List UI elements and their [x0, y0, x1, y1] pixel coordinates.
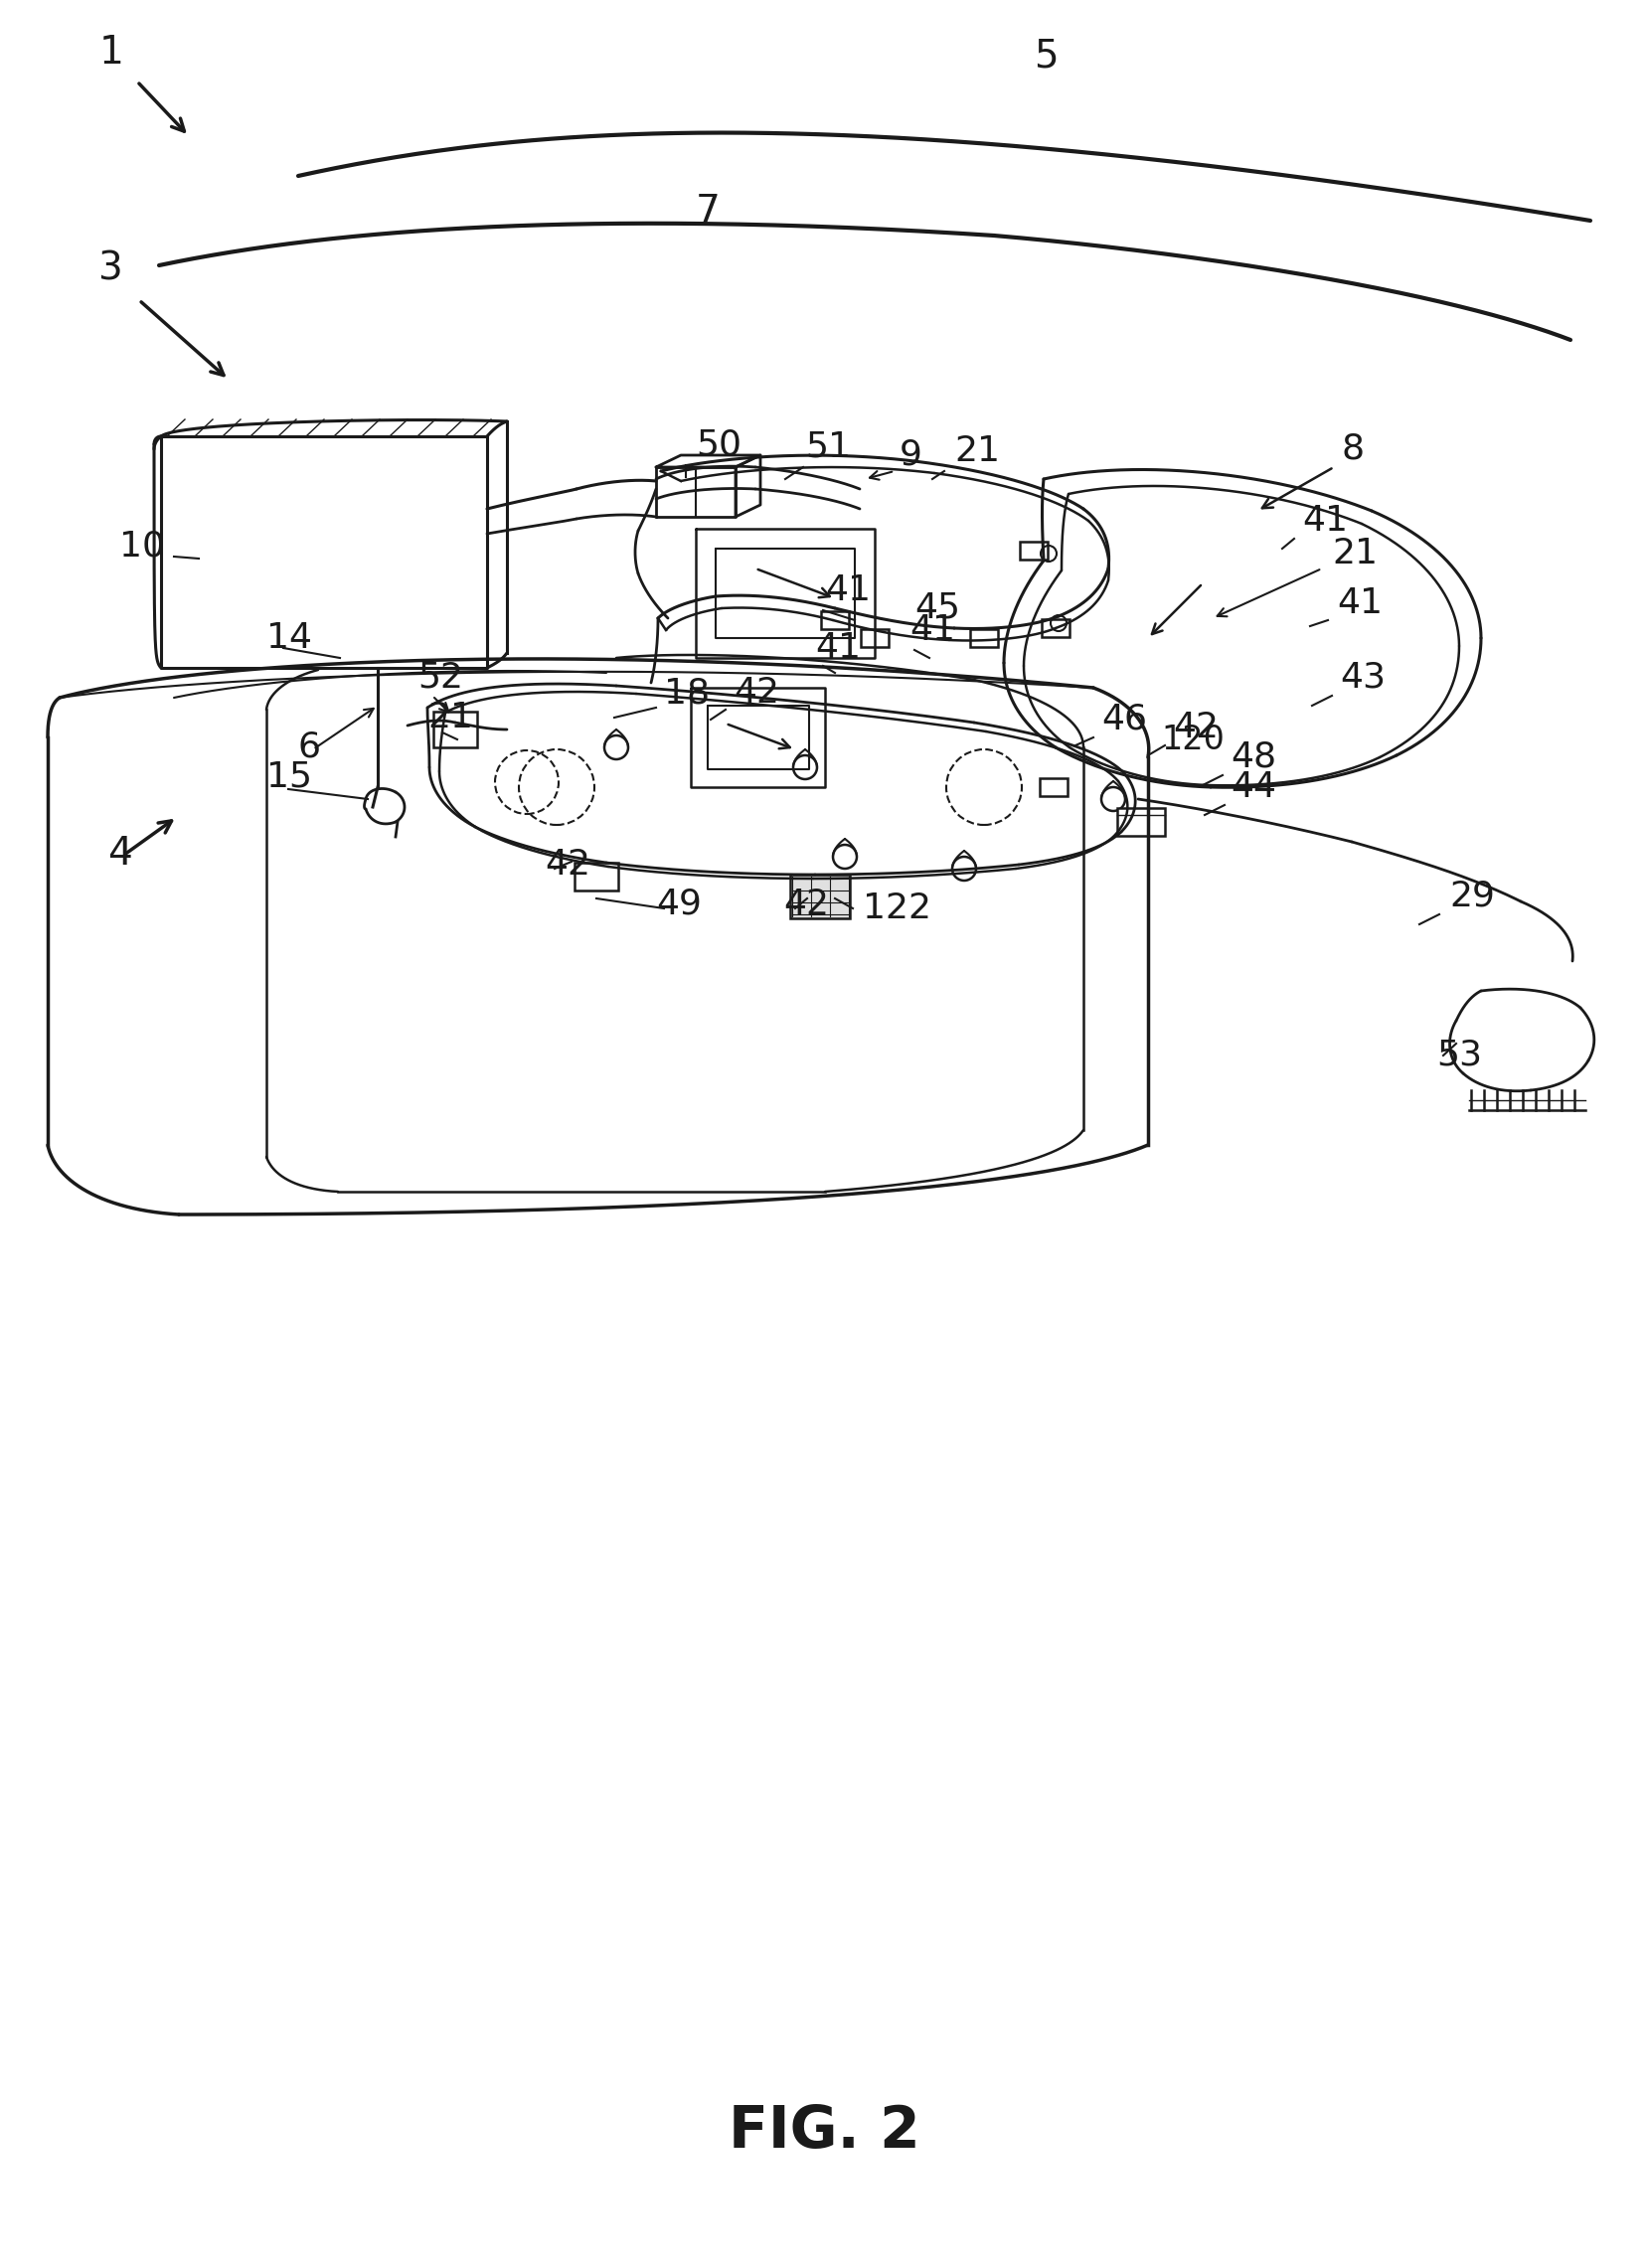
- Text: 18: 18: [664, 676, 710, 710]
- Text: 7: 7: [695, 193, 720, 231]
- Text: 42: 42: [1173, 710, 1217, 744]
- Text: 21: 21: [427, 701, 473, 735]
- Circle shape: [604, 735, 628, 760]
- Bar: [1117, 807, 1164, 837]
- Text: 3: 3: [97, 249, 122, 288]
- Text: 21: 21: [1331, 538, 1377, 572]
- Text: 50: 50: [695, 426, 741, 460]
- FancyBboxPatch shape: [820, 612, 848, 628]
- Text: 42: 42: [545, 848, 590, 882]
- Text: 49: 49: [656, 887, 702, 921]
- Text: 43: 43: [1339, 660, 1385, 694]
- FancyBboxPatch shape: [1019, 542, 1047, 560]
- Text: 48: 48: [1230, 739, 1276, 773]
- Bar: [1039, 778, 1067, 796]
- Bar: [575, 862, 618, 891]
- Text: 6: 6: [298, 730, 321, 764]
- Text: 29: 29: [1448, 880, 1494, 914]
- Text: 120: 120: [1159, 723, 1224, 755]
- Text: 10: 10: [119, 531, 165, 562]
- Text: 8: 8: [1341, 433, 1364, 467]
- Bar: [789, 875, 850, 919]
- Text: 41: 41: [909, 612, 955, 646]
- Text: 4: 4: [107, 835, 132, 873]
- Text: 1: 1: [99, 34, 124, 73]
- Text: 52: 52: [417, 660, 463, 694]
- Bar: [433, 712, 478, 748]
- Text: 42: 42: [733, 676, 779, 710]
- Text: 14: 14: [267, 621, 311, 655]
- Text: 46: 46: [1100, 703, 1146, 737]
- Text: 41: 41: [815, 631, 860, 665]
- Text: 5: 5: [1033, 36, 1057, 75]
- FancyBboxPatch shape: [970, 631, 998, 646]
- Text: FIG. 2: FIG. 2: [728, 2102, 919, 2159]
- Text: 51: 51: [805, 431, 850, 465]
- Circle shape: [952, 857, 975, 880]
- Text: 53: 53: [1436, 1039, 1481, 1073]
- Text: 45: 45: [914, 592, 960, 626]
- Text: 44: 44: [1230, 771, 1275, 805]
- Circle shape: [1100, 787, 1125, 812]
- FancyBboxPatch shape: [860, 631, 888, 646]
- FancyBboxPatch shape: [1041, 619, 1069, 637]
- Text: 41: 41: [825, 574, 870, 608]
- Text: 41: 41: [1336, 587, 1382, 619]
- Circle shape: [832, 844, 856, 869]
- Text: 122: 122: [863, 891, 931, 925]
- Text: 21: 21: [954, 433, 1000, 467]
- Text: 41: 41: [1301, 503, 1347, 538]
- Text: 15: 15: [267, 760, 311, 794]
- Text: 9: 9: [899, 438, 922, 472]
- Text: 42: 42: [782, 887, 828, 921]
- Circle shape: [792, 755, 817, 780]
